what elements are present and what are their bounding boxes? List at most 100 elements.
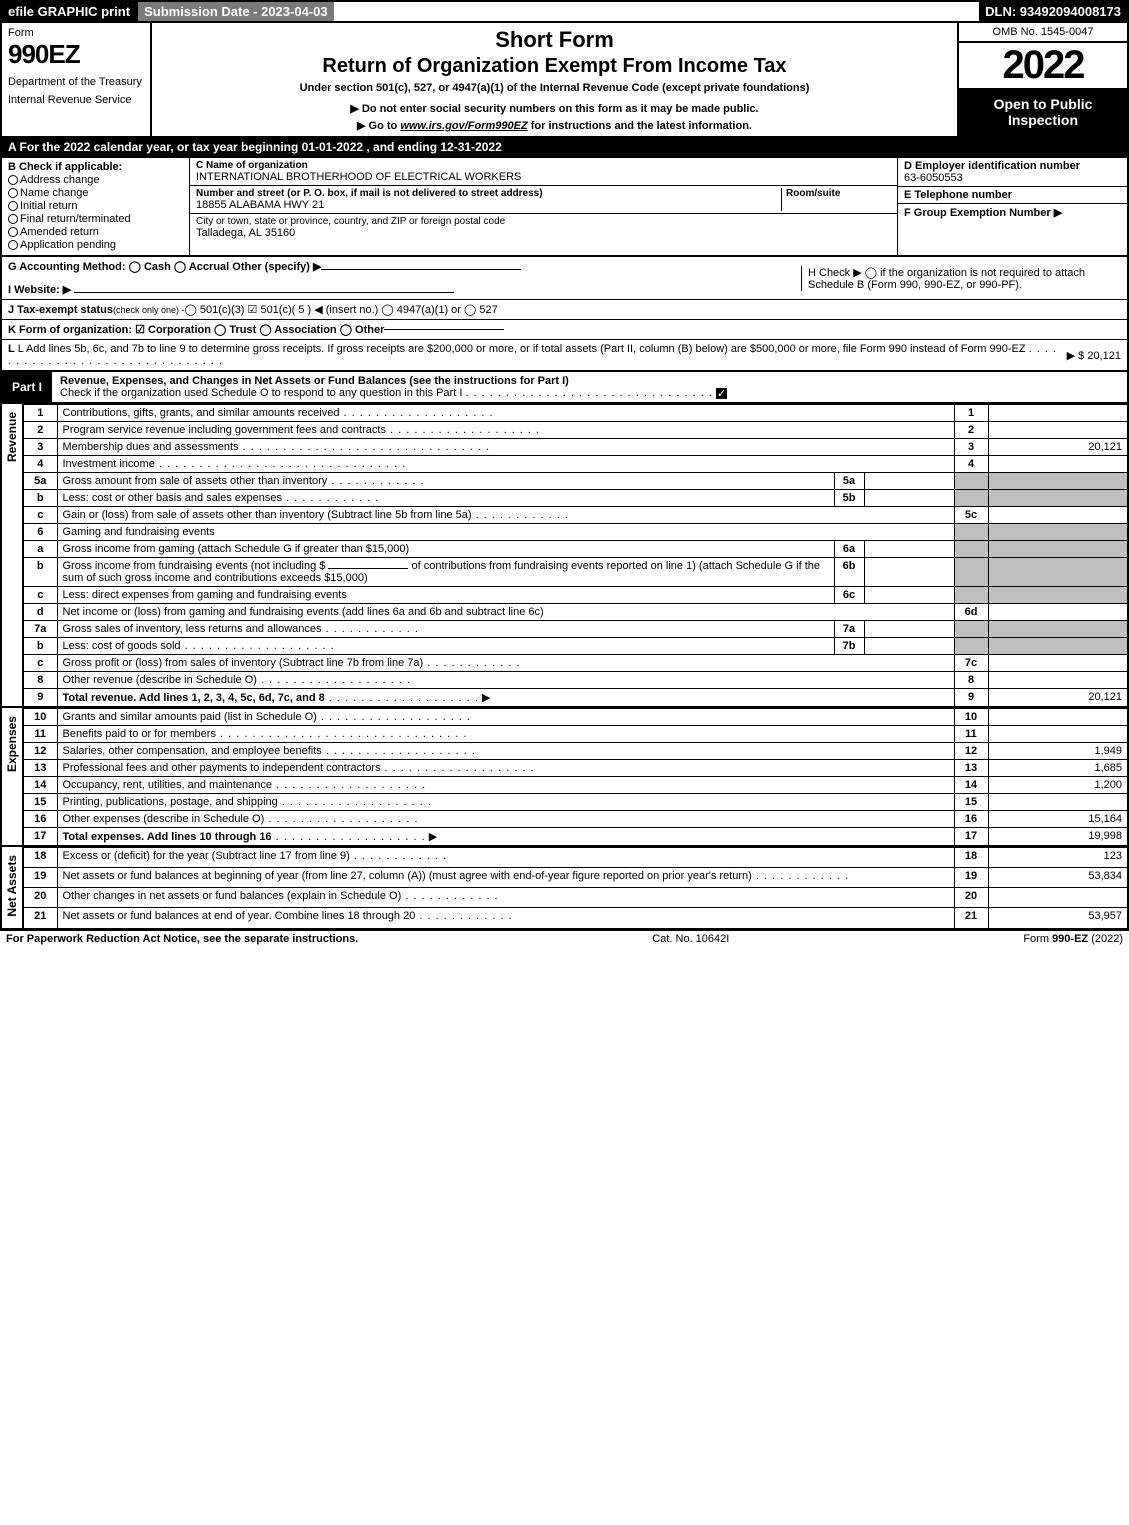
form-header: Form 990EZ Department of the Treasury In… xyxy=(0,23,1129,138)
irs-label: Internal Revenue Service xyxy=(8,94,144,106)
chk-address[interactable]: Address change xyxy=(8,174,183,186)
ein-val: 63-6050553 xyxy=(904,172,1121,184)
page-footer: For Paperwork Reduction Act Notice, see … xyxy=(0,930,1129,947)
e-label: E Telephone number xyxy=(904,189,1012,201)
k-text: K Form of organization: ☑ Corporation ◯ … xyxy=(8,323,384,336)
line-4: 4Investment income4 xyxy=(23,456,1128,473)
part1-header: Part I Revenue, Expenses, and Changes in… xyxy=(0,372,1129,404)
line-21: 21Net assets or fund balances at end of … xyxy=(23,908,1128,929)
section-c: C Name of organization INTERNATIONAL BRO… xyxy=(190,158,897,255)
line-7b: bLess: cost of goods sold7b xyxy=(23,638,1128,655)
section-a: A For the 2022 calendar year, or tax yea… xyxy=(0,138,1129,158)
netassets-vlabel: Net Assets xyxy=(0,847,22,930)
top-bar: efile GRAPHIC print Submission Date - 20… xyxy=(0,0,1129,23)
expenses-table: 10Grants and similar amounts paid (list … xyxy=(22,708,1129,847)
top-spacer xyxy=(334,2,980,21)
j-pre: J Tax-exempt status xyxy=(8,304,113,316)
submission-date: Submission Date - 2023-04-03 xyxy=(136,2,334,21)
line-5a: 5aGross amount from sale of assets other… xyxy=(23,473,1128,490)
section-b: B Check if applicable: Address change Na… xyxy=(2,158,190,255)
part1-tag: Part I xyxy=(2,377,52,397)
b-title: B Check if applicable: xyxy=(8,161,122,173)
goto-note: ▶ Go to www.irs.gov/Form990EZ for instru… xyxy=(160,119,949,132)
f-group-row: F Group Exemption Number ▶ xyxy=(898,204,1127,255)
d-ein-row: D Employer identification number 63-6050… xyxy=(898,158,1127,187)
g-line[interactable] xyxy=(321,269,521,270)
row-j: J Tax-exempt status (check only one) - ◯… xyxy=(2,300,1127,320)
goto-post: for instructions and the latest informat… xyxy=(528,120,752,132)
header-left: Form 990EZ Department of the Treasury In… xyxy=(2,23,152,136)
city-val: Talladega, AL 35160 xyxy=(196,227,891,239)
line-6c: cLess: direct expenses from gaming and f… xyxy=(23,587,1128,604)
line-6b: bGross income from fundraising events (n… xyxy=(23,558,1128,587)
chk-amended[interactable]: Amended return xyxy=(8,226,183,238)
open-inspection: Open to Public Inspection xyxy=(959,90,1127,136)
line-19: 19Net assets or fund balances at beginni… xyxy=(23,868,1128,888)
footer-mid: Cat. No. 10642I xyxy=(652,933,729,945)
irs-link[interactable]: www.irs.gov/Form990EZ xyxy=(400,120,527,132)
line-1: 1Contributions, gifts, grants, and simil… xyxy=(23,405,1128,422)
expenses-vlabel: Expenses xyxy=(0,708,22,847)
return-title: Return of Organization Exempt From Incom… xyxy=(160,55,949,78)
line-6d: dNet income or (loss) from gaming and fu… xyxy=(23,604,1128,621)
revenue-vlabel: Revenue xyxy=(0,404,22,708)
ssn-note: ▶ Do not enter social security numbers o… xyxy=(160,102,949,115)
line-8: 8Other revenue (describe in Schedule O)8 xyxy=(23,672,1128,689)
chk-initial[interactable]: Initial return xyxy=(8,200,183,212)
website-line[interactable] xyxy=(74,292,454,293)
line-15: 15Printing, publications, postage, and s… xyxy=(23,794,1128,811)
l-text: L Add lines 5b, 6c, and 7b to line 9 to … xyxy=(18,343,1026,355)
chk-final[interactable]: Final return/terminated xyxy=(8,213,183,225)
g-text: G Accounting Method: ◯ Cash ◯ Accrual Ot… xyxy=(8,261,321,273)
line-9: 9Total revenue. Add lines 1, 2, 3, 4, 5c… xyxy=(23,689,1128,708)
line-6: 6Gaming and fundraising events xyxy=(23,524,1128,541)
org-name-row: C Name of organization INTERNATIONAL BRO… xyxy=(190,158,897,186)
header-right: OMB No. 1545-0047 2022 Open to Public In… xyxy=(957,23,1127,136)
dln-label: DLN: 93492094008173 xyxy=(979,2,1127,21)
part1-check: Check if the organization used Schedule … xyxy=(60,387,462,399)
street-row: Number and street (or P. O. box, if mail… xyxy=(190,186,897,214)
j-opts: ◯ 501(c)(3) ☑ 501(c)( 5 ) ◀ (insert no.)… xyxy=(184,303,497,316)
form-number: 990EZ xyxy=(8,39,144,70)
c-name-label: C Name of organization xyxy=(196,160,891,171)
row-k: K Form of organization: ☑ Corporation ◯ … xyxy=(2,320,1127,340)
efile-label[interactable]: efile GRAPHIC print xyxy=(2,2,136,21)
line-13: 13Professional fees and other payments t… xyxy=(23,760,1128,777)
schedule-o-checkbox[interactable] xyxy=(716,388,727,399)
line-7a: 7aGross sales of inventory, less returns… xyxy=(23,621,1128,638)
d-label: D Employer identification number xyxy=(904,160,1121,172)
line-11: 11Benefits paid to or for members11 xyxy=(23,726,1128,743)
header-center: Short Form Return of Organization Exempt… xyxy=(152,23,957,136)
street-val: 18855 ALABAMA HWY 21 xyxy=(196,199,781,211)
e-phone-row: E Telephone number xyxy=(898,187,1127,204)
line-5c: cGain or (loss) from sale of assets othe… xyxy=(23,507,1128,524)
goto-pre: ▶ Go to xyxy=(357,120,400,132)
under-section: Under section 501(c), 527, or 4947(a)(1)… xyxy=(160,82,949,94)
netassets-table: 18Excess or (deficit) for the year (Subt… xyxy=(22,847,1129,930)
chk-pending[interactable]: Application pending xyxy=(8,239,183,251)
info-grid: B Check if applicable: Address change Na… xyxy=(0,158,1129,257)
org-name: INTERNATIONAL BROTHERHOOD OF ELECTRICAL … xyxy=(196,171,891,183)
f-label: F Group Exemption Number ▶ xyxy=(904,207,1062,219)
h-text: H Check ▶ ◯ if the organization is not r… xyxy=(801,266,1121,291)
form-word: Form xyxy=(8,27,144,39)
footer-right: Form 990-EZ (2022) xyxy=(1023,933,1123,945)
line-12: 12Salaries, other compensation, and empl… xyxy=(23,743,1128,760)
k-line[interactable] xyxy=(384,329,504,330)
line-16: 16Other expenses (describe in Schedule O… xyxy=(23,811,1128,828)
line-7c: cGross profit or (loss) from sales of in… xyxy=(23,655,1128,672)
line-14: 14Occupancy, rent, utilities, and mainte… xyxy=(23,777,1128,794)
line-6a: aGross income from gaming (attach Schedu… xyxy=(23,541,1128,558)
j-sub: (check only one) - xyxy=(113,305,185,315)
ghi-block: G Accounting Method: ◯ Cash ◯ Accrual Ot… xyxy=(0,257,1129,372)
dept-treasury: Department of the Treasury xyxy=(8,76,144,88)
i-text: I Website: ▶ xyxy=(8,284,71,296)
city-label: City or town, state or province, country… xyxy=(196,216,891,227)
chk-name[interactable]: Name change xyxy=(8,187,183,199)
short-form-title: Short Form xyxy=(160,27,949,53)
omb-number: OMB No. 1545-0047 xyxy=(959,23,1127,43)
expenses-section: Expenses 10Grants and similar amounts pa… xyxy=(0,708,1129,847)
row-g-h: G Accounting Method: ◯ Cash ◯ Accrual Ot… xyxy=(2,257,1127,300)
city-row: City or town, state or province, country… xyxy=(190,214,897,241)
part1-title: Revenue, Expenses, and Changes in Net As… xyxy=(52,372,1127,402)
